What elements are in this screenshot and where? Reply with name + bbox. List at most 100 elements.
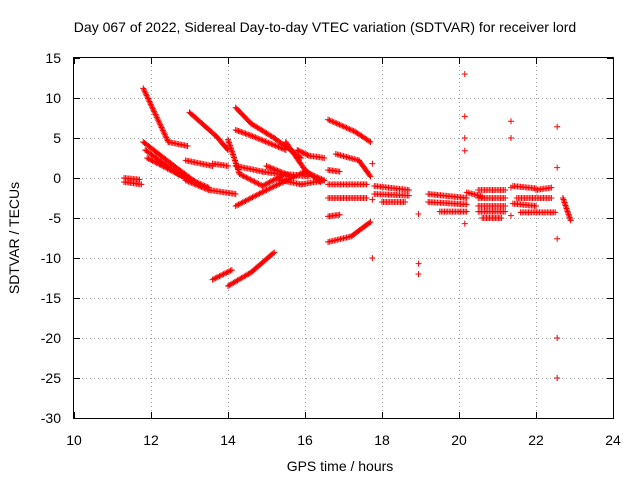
data-point [224, 269, 231, 276]
data-point [269, 184, 276, 191]
data-point [226, 139, 233, 146]
data-point [321, 155, 328, 161]
data-point [220, 271, 227, 278]
data-point [253, 135, 260, 141]
plot-frame [73, 57, 614, 419]
data-point [165, 166, 172, 173]
data-point [257, 189, 264, 196]
data-point [219, 271, 226, 278]
data-point [333, 120, 340, 127]
data-point [168, 167, 175, 174]
data-point [155, 118, 162, 125]
data-point [548, 184, 555, 191]
data-point [149, 104, 156, 111]
data-point [263, 163, 270, 169]
data-point [228, 147, 235, 154]
data-point [265, 180, 272, 187]
data-point [461, 113, 468, 120]
data-point [252, 179, 259, 186]
y-tick-label: 10 [45, 90, 61, 106]
data-point [225, 138, 232, 145]
data-point [201, 185, 208, 192]
data-point [235, 128, 242, 135]
data-point [266, 179, 273, 186]
data-point [415, 211, 422, 217]
data-point [264, 186, 271, 193]
data-point [261, 138, 268, 144]
data-point [299, 149, 306, 156]
data-point [247, 176, 254, 183]
data-point [238, 129, 245, 136]
data-point [461, 135, 468, 141]
data-point [223, 269, 230, 276]
data-point [326, 117, 333, 124]
data-point [149, 105, 156, 112]
data-markers [121, 71, 574, 381]
data-point [363, 195, 370, 201]
data-point [147, 101, 154, 108]
data-point [215, 273, 222, 280]
data-point [273, 182, 280, 189]
data-point [258, 136, 265, 143]
data-point [250, 133, 257, 140]
data-point [265, 139, 272, 146]
data-point [249, 194, 256, 201]
data-point [252, 134, 259, 141]
data-point [145, 155, 152, 162]
data-point [275, 144, 282, 150]
data-point [274, 143, 281, 150]
data-point [327, 117, 334, 124]
data-point [366, 219, 373, 226]
data-point [236, 171, 243, 177]
data-point [507, 118, 514, 125]
data-point [267, 184, 274, 191]
data-point [172, 169, 179, 176]
data-point [325, 116, 332, 123]
data-point [562, 202, 569, 209]
data-point [162, 133, 169, 140]
data-point [150, 158, 157, 165]
data-point [242, 197, 249, 204]
data-point [156, 161, 163, 168]
data-point [255, 180, 262, 187]
data-point [260, 188, 267, 195]
data-point [229, 150, 236, 157]
data-point [226, 141, 233, 148]
data-point [209, 276, 216, 283]
data-point [197, 183, 204, 190]
y-tick-label: 15 [45, 50, 61, 66]
x-tick-label: 18 [374, 432, 390, 448]
data-point [415, 271, 422, 277]
data-point [303, 151, 310, 158]
data-point [567, 215, 574, 222]
data-point [192, 181, 199, 188]
data-point [236, 128, 243, 135]
data-point [279, 145, 286, 152]
data-point [349, 127, 356, 134]
data-point [402, 199, 409, 205]
data-point [240, 173, 247, 180]
data-point [186, 179, 193, 186]
data-point [564, 208, 571, 215]
data-point [245, 131, 252, 138]
data-point [565, 209, 572, 216]
data-point [269, 141, 276, 148]
data-point [339, 122, 346, 129]
data-point [227, 144, 234, 151]
data-point [336, 211, 343, 218]
data-point [266, 140, 273, 147]
data-point [271, 166, 278, 173]
data-point [552, 209, 559, 216]
data-point [269, 165, 275, 172]
data-point [179, 173, 186, 180]
data-point [188, 179, 195, 186]
data-point [269, 177, 276, 184]
data-point [141, 88, 148, 95]
data-point [270, 165, 277, 172]
data-point [234, 127, 241, 134]
data-point [230, 151, 237, 158]
data-point [272, 142, 279, 149]
data-point [174, 170, 181, 177]
data-point [177, 172, 184, 179]
data-point [294, 147, 301, 153]
